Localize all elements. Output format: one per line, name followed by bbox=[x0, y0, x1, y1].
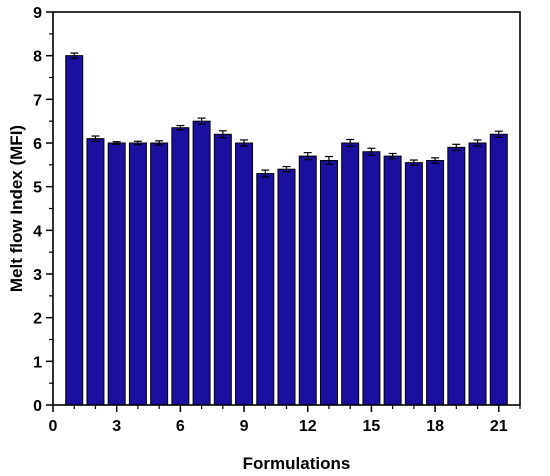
y-tick-label-7: 7 bbox=[33, 92, 42, 109]
bar-formulation-12 bbox=[298, 155, 317, 406]
error-bar-formulation-4 bbox=[133, 140, 142, 146]
bar-formulation-15 bbox=[362, 151, 381, 406]
error-bar-formulation-8 bbox=[218, 130, 227, 139]
bar-formulation-16 bbox=[383, 155, 402, 406]
x-tick-label-6: 6 bbox=[176, 418, 185, 435]
bar-formulation-8 bbox=[213, 133, 232, 406]
error-bar-formulation-16 bbox=[388, 152, 397, 160]
bar-formulation-3 bbox=[107, 142, 126, 406]
y-tick-label-6: 6 bbox=[33, 136, 42, 153]
y-tick-label-0: 0 bbox=[33, 398, 42, 415]
error-bar-formulation-14 bbox=[346, 138, 355, 148]
error-bar-formulation-17 bbox=[409, 159, 418, 166]
bar-formulation-21 bbox=[489, 133, 508, 406]
x-tick-label-12: 12 bbox=[299, 418, 317, 435]
error-bar-formulation-7 bbox=[197, 117, 206, 125]
error-bar-formulation-9 bbox=[240, 139, 249, 147]
bar-formulation-13 bbox=[319, 159, 338, 406]
error-bar-formulation-12 bbox=[303, 152, 312, 161]
bar-formulation-7 bbox=[192, 120, 211, 406]
bar-formulation-11 bbox=[277, 168, 296, 406]
error-bar-formulation-5 bbox=[155, 140, 164, 146]
error-bar-formulation-19 bbox=[452, 143, 461, 152]
bar-formulation-1 bbox=[65, 55, 84, 406]
error-bar-formulation-13 bbox=[324, 155, 333, 165]
error-bar-formulation-20 bbox=[473, 139, 482, 147]
bar-formulation-6 bbox=[171, 127, 190, 406]
x-tick-label-0: 0 bbox=[49, 418, 58, 435]
error-bar-formulation-2 bbox=[91, 135, 100, 142]
bar-formulation-4 bbox=[128, 142, 147, 406]
y-tick-label-3: 3 bbox=[33, 267, 42, 284]
error-bar-formulation-10 bbox=[261, 169, 270, 178]
y-tick-label-5: 5 bbox=[33, 180, 42, 197]
error-bar-formulation-21 bbox=[494, 130, 503, 138]
y-tick-label-8: 8 bbox=[33, 49, 42, 66]
x-tick-label-15: 15 bbox=[363, 418, 381, 435]
y-tick-label-2: 2 bbox=[33, 311, 42, 328]
x-axis-title: Formulations bbox=[243, 454, 351, 473]
y-tick-label-4: 4 bbox=[33, 223, 42, 240]
x-tick-label-9: 9 bbox=[240, 418, 249, 435]
bar-formulation-20 bbox=[468, 142, 487, 406]
y-tick-label-1: 1 bbox=[33, 354, 42, 371]
bar-formulation-10 bbox=[256, 173, 275, 406]
x-tick-label-3: 3 bbox=[112, 418, 121, 435]
error-bar-formulation-6 bbox=[176, 124, 185, 131]
error-bar-formulation-15 bbox=[367, 147, 376, 156]
error-bar-formulation-1 bbox=[70, 52, 79, 59]
error-bar-formulation-3 bbox=[112, 141, 121, 145]
x-tick-label-21: 21 bbox=[490, 418, 508, 435]
bar-formulation-14 bbox=[341, 142, 360, 406]
y-tick-label-9: 9 bbox=[33, 5, 42, 22]
bar-formulation-17 bbox=[404, 162, 423, 406]
bar-formulation-2 bbox=[86, 138, 105, 406]
x-tick-label-18: 18 bbox=[426, 418, 444, 435]
bar-formulation-9 bbox=[235, 142, 254, 406]
bar-formulation-5 bbox=[150, 142, 169, 406]
plot-frame bbox=[52, 11, 521, 406]
error-bars-group bbox=[70, 52, 503, 178]
error-bar-formulation-18 bbox=[431, 157, 440, 164]
bars-group bbox=[65, 55, 508, 406]
y-axis-title: Melt flow Index (MFI) bbox=[7, 125, 26, 292]
bar-formulation-19 bbox=[447, 146, 466, 406]
error-bar-formulation-11 bbox=[282, 165, 291, 173]
bar-formulation-18 bbox=[426, 159, 445, 406]
